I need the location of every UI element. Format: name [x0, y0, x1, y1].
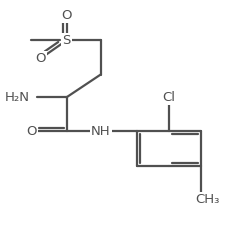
- Text: O: O: [35, 52, 46, 65]
- Text: O: O: [61, 9, 72, 22]
- Text: NH: NH: [91, 125, 110, 138]
- Text: S: S: [62, 34, 71, 47]
- Text: O: O: [26, 125, 37, 138]
- Text: CH₃: CH₃: [195, 193, 220, 206]
- Text: Cl: Cl: [162, 91, 176, 104]
- Text: H₂N: H₂N: [5, 91, 30, 104]
